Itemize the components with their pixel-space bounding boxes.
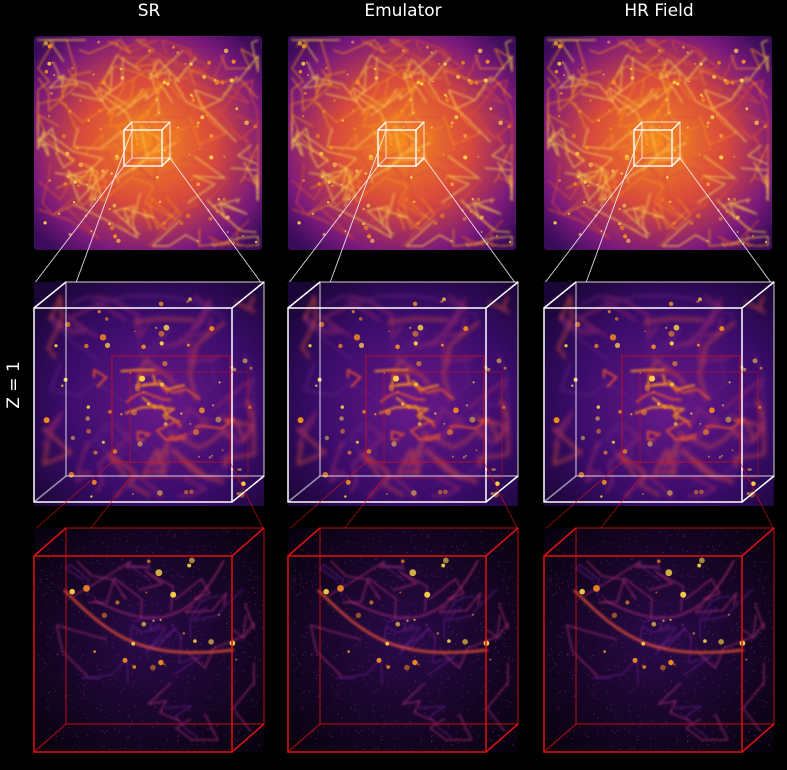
full-volume-render-emulator (288, 36, 516, 250)
column-title-emulator: Emulator (364, 1, 442, 21)
second-zoom-region-hr-field (621, 355, 759, 479)
second-zoom-cube-hr-field (543, 527, 775, 753)
second-zoom-region-emulator (365, 355, 503, 479)
first-zoom-cube-sr (33, 281, 265, 503)
zoom-connector-lines-hr-field (543, 129, 773, 311)
second-zoom-cube-emulator (287, 527, 519, 753)
zoom-connector-lines-emulator (287, 129, 517, 311)
first-zoom-cube-hr-field (543, 281, 775, 503)
second-zoom-render-hr-field (543, 527, 775, 753)
full-volume-render-hr-field (544, 36, 772, 250)
first-zoom-cube-emulator (287, 281, 519, 503)
full-volume-render-sr (34, 36, 262, 250)
first-zoom-render-sr (33, 281, 265, 506)
zoom-region-cube-sr (123, 121, 171, 167)
second-zoom-render-emulator (287, 527, 519, 753)
second-zoom-region-sr (111, 355, 249, 479)
first-zoom-render-hr-field (543, 281, 775, 506)
zoom-region-cube-hr-field (633, 121, 681, 167)
first-zoom-render-emulator (287, 281, 519, 506)
column-title-sr: SR (137, 1, 161, 21)
column-title-hr-field: HR Field (624, 1, 694, 21)
second-zoom-cube-sr (33, 527, 265, 753)
zoom-region-cube-emulator (377, 121, 425, 167)
second-zoom-render-sr (33, 527, 265, 753)
zoom-connector-lines-sr (33, 129, 263, 311)
